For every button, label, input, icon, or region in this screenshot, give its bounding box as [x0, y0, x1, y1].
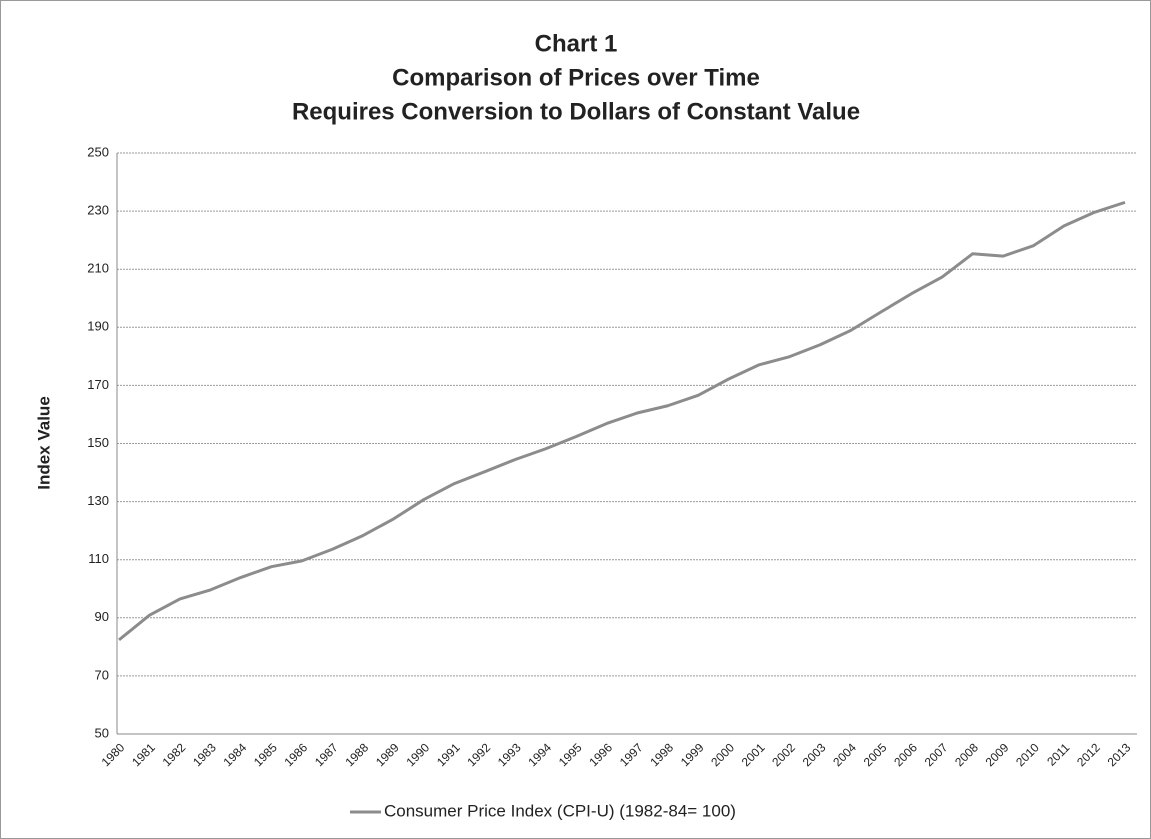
- y-axis-label: Index Value: [34, 396, 53, 490]
- y-tick-label: 190: [87, 319, 109, 334]
- y-tick-label: 230: [87, 203, 109, 218]
- legend-label: Consumer Price Index (CPI-U) (1982-84= 1…: [384, 801, 736, 820]
- chart-title: Comparison of Prices over Time: [392, 64, 760, 91]
- y-tick-label: 70: [95, 667, 109, 682]
- y-tick-label: 110: [88, 551, 109, 566]
- y-tick-label: 170: [87, 377, 109, 392]
- y-tick-label: 250: [87, 144, 109, 159]
- y-tick-label: 50: [95, 725, 109, 740]
- y-tick-label: 130: [87, 493, 109, 508]
- chart-title: Requires Conversion to Dollars of Consta…: [292, 98, 860, 125]
- series-line: [118, 200, 1126, 642]
- chart-title: Chart 1: [535, 30, 618, 57]
- y-tick-label: 210: [87, 261, 109, 276]
- y-tick-label: 90: [95, 609, 109, 624]
- y-tick-label: 150: [87, 435, 109, 450]
